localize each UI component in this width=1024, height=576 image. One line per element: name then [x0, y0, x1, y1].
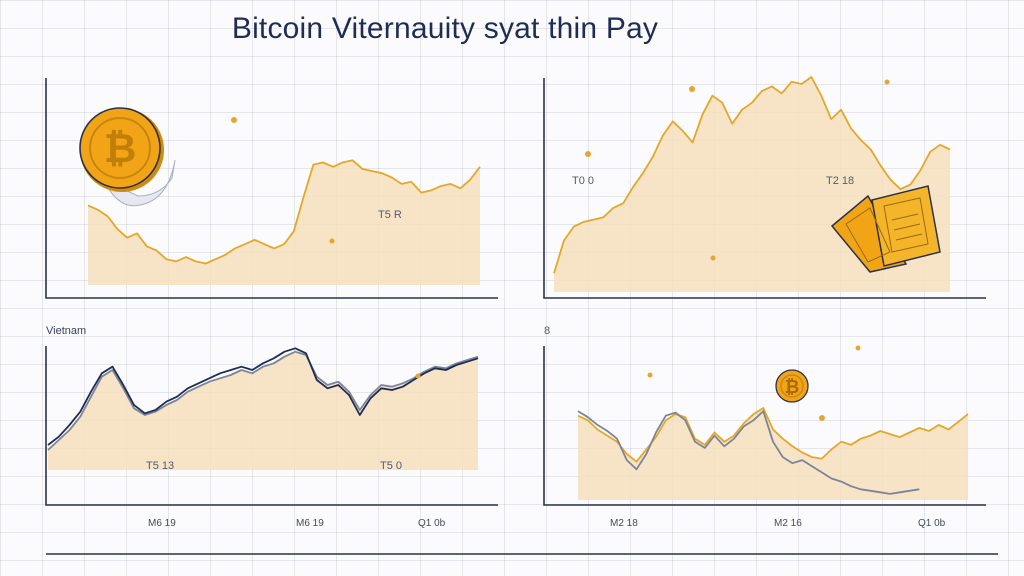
dot	[329, 238, 335, 244]
series-line	[553, 76, 951, 274]
bottom-right-corner-label: 8	[544, 325, 550, 337]
series-line	[87, 159, 481, 265]
chart-bottom-left	[47, 347, 479, 470]
bottom-left-caption: Vietnam	[46, 325, 86, 337]
tick-label: M6 19	[296, 518, 324, 529]
dot	[647, 372, 653, 378]
bottom-left-label-a: T5 13	[146, 460, 174, 472]
series-line	[47, 347, 479, 446]
top-right-label-left: T0 0	[572, 175, 594, 187]
tick-label: Q1 0b	[918, 518, 946, 529]
decorative-dots	[231, 79, 890, 421]
chart-bottom-right	[577, 407, 969, 500]
chart-top-left	[87, 159, 481, 285]
tick-label: M6 19	[148, 518, 176, 529]
series-line	[577, 410, 920, 495]
dot	[415, 373, 421, 379]
bottom-right-axes	[543, 346, 986, 506]
series-line	[577, 407, 969, 463]
chart-title: Bitcoin Viternauity syat thin Pay	[231, 12, 659, 45]
series-area-fill	[88, 160, 480, 285]
series-area-fill	[48, 351, 478, 470]
tick-label: Q1 0b	[418, 518, 446, 529]
svg-text:₿: ₿	[785, 377, 800, 397]
panel-labels: T5 R T0 0 T2 18 Vietnam T5 13 T5 0 8	[46, 175, 854, 472]
top-right-axes	[543, 78, 986, 299]
paper-money-icon	[830, 185, 941, 273]
top-left-axes	[45, 78, 498, 299]
dot	[855, 345, 861, 351]
series-line	[47, 350, 479, 451]
top-left-label: T5 R	[378, 209, 402, 221]
bottom-left-axes	[45, 346, 498, 506]
dot	[231, 117, 237, 123]
dot	[884, 79, 890, 85]
dot	[710, 255, 716, 261]
bitcoin-coin-icon: ₿	[79, 107, 176, 207]
bitcoin-coin-small-icon: ₿	[775, 369, 809, 403]
dot	[819, 415, 825, 421]
tick-label: M2 18	[610, 518, 638, 529]
svg-text:₿: ₿	[104, 127, 137, 171]
series-area-fill	[578, 408, 968, 500]
top-right-label-right: T2 18	[826, 175, 854, 187]
tick-label: M2 16	[774, 518, 802, 529]
dot	[689, 86, 695, 92]
bottom-left-label-b: T5 0	[380, 460, 402, 472]
axes	[45, 78, 986, 506]
dot	[585, 151, 591, 157]
tick-labels: M6 19 M6 19 Q1 0b M2 18 M2 16 Q1 0b	[148, 518, 946, 529]
